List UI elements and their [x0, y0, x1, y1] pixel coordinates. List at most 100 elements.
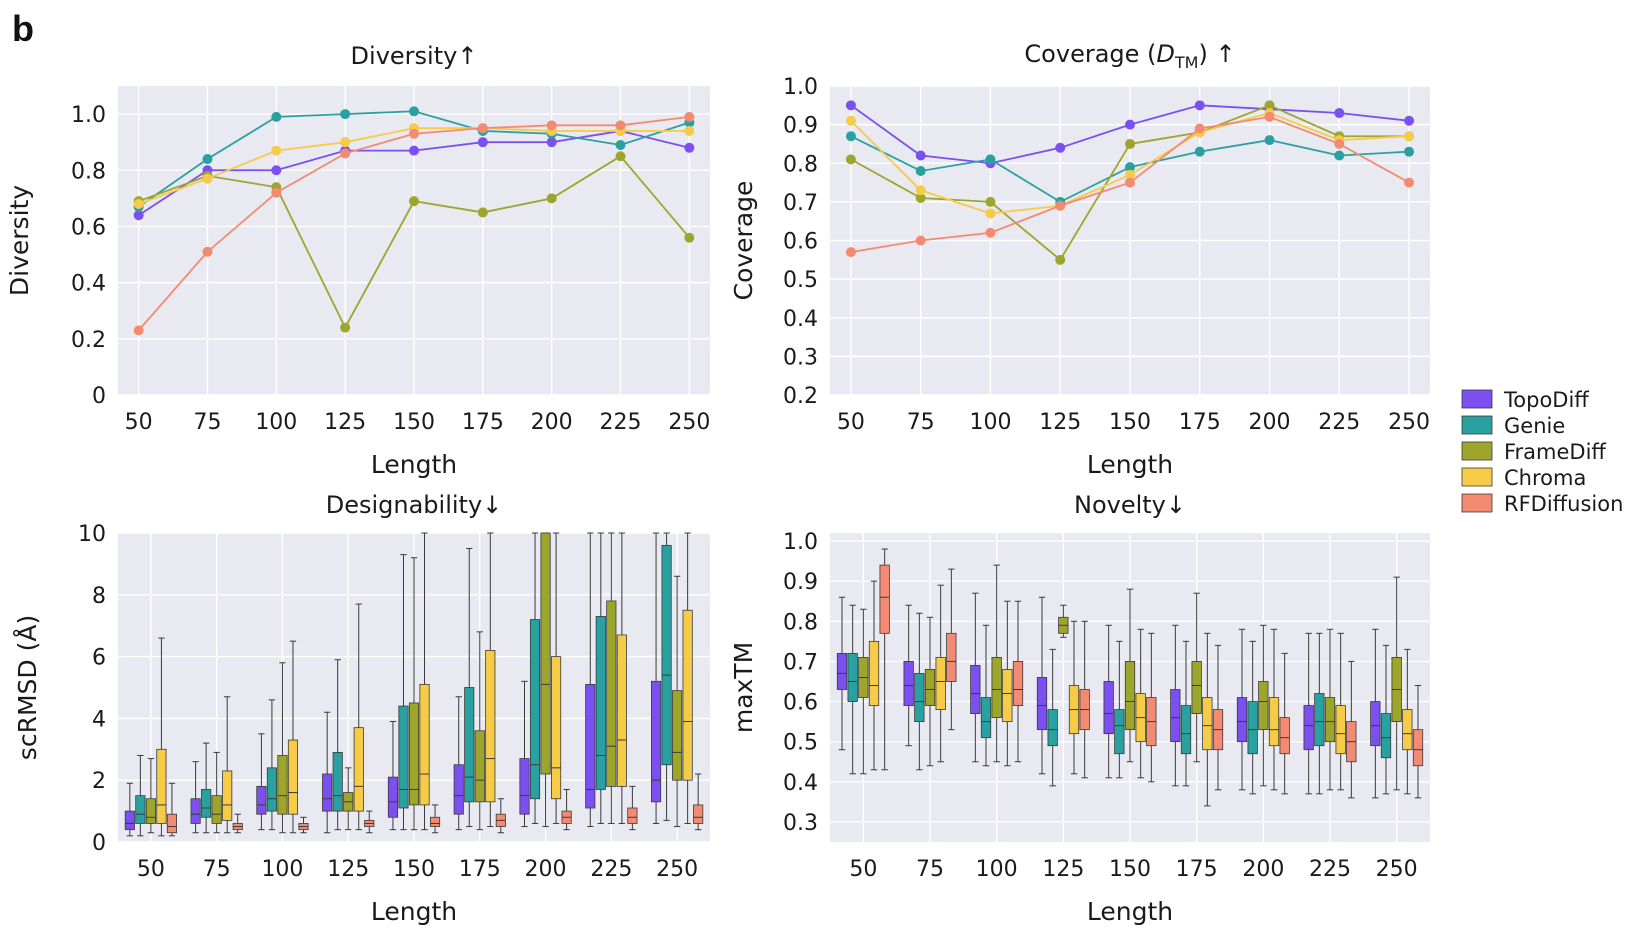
legend-label-topodiff: TopoDiff: [1503, 388, 1589, 412]
legend-swatch-topodiff: [1461, 389, 1493, 409]
diversity-xtick-label: 175: [462, 410, 504, 435]
novelty-xtick-label: 50: [849, 857, 877, 882]
box-body: [485, 650, 496, 803]
novelty-ytick-label: 1.0: [783, 530, 818, 555]
novelty-xtick-label: 225: [1309, 857, 1351, 882]
box-body: [661, 544, 672, 766]
box-body: [353, 727, 364, 812]
coverage-point-rfdiffusion: [1125, 177, 1135, 188]
designability-xtick-label: 100: [261, 857, 303, 882]
box-body: [398, 705, 409, 809]
diversity-point-genie: [202, 154, 213, 165]
panel-letter: b: [12, 8, 34, 49]
diversity-xtick-label: 75: [193, 410, 221, 435]
box-body: [124, 810, 135, 831]
designability-ytick-label: 0: [92, 831, 106, 856]
coverage-ytick-label: 0.5: [783, 268, 818, 293]
designability-box-rfdiffusion: [364, 810, 375, 834]
box-body: [1412, 729, 1424, 767]
coverage-point-topodiff: [845, 100, 856, 111]
novelty-box-framediff: [1258, 624, 1269, 787]
box-body: [266, 767, 277, 812]
novelty-box-framediff: [1191, 592, 1202, 763]
coverage-point-topodiff: [1055, 142, 1066, 153]
novelty-box-topodiff: [1170, 624, 1181, 787]
diversity-xtick-label: 225: [600, 410, 642, 435]
coverage-point-genie: [915, 165, 926, 176]
novelty-box-genie: [1314, 632, 1325, 795]
coverage-point-framediff: [1125, 138, 1135, 149]
diversity-point-rfdiffusion: [133, 325, 144, 336]
legend-label-chroma: Chroma: [1504, 466, 1586, 490]
coverage-title: Coverage (DTM) ↑: [1024, 40, 1235, 72]
novelty-box-framediff: [858, 608, 869, 775]
box-body: [474, 730, 485, 803]
diversity-point-topodiff: [477, 137, 488, 148]
box-body: [682, 609, 693, 781]
coverage-point-genie: [1404, 146, 1415, 157]
designability-box-topodiff: [387, 720, 399, 831]
novelty-xtick-label: 175: [1176, 857, 1218, 882]
box-body: [1370, 701, 1381, 747]
coverage-point-rfdiffusion: [915, 235, 926, 246]
novelty-box-topodiff: [836, 596, 848, 751]
coverage-ytick-label: 0.8: [783, 152, 818, 177]
box-body: [1036, 677, 1048, 731]
novelty-box-framediff: [924, 616, 936, 767]
novelty-box-rfdiffusion: [1212, 644, 1224, 791]
coverage-point-framediff: [1264, 100, 1275, 111]
diversity-xtick-label: 250: [668, 410, 710, 435]
box-body: [1324, 697, 1336, 743]
box-body: [222, 770, 233, 821]
diversity-point-genie: [340, 109, 351, 120]
diversity-point-framediff: [340, 322, 351, 333]
designability-xtick-label: 150: [393, 857, 435, 882]
novelty-ytick-label: 0.3: [783, 811, 818, 836]
box-body: [1124, 661, 1136, 731]
designability-box-genie: [661, 532, 672, 821]
designability-box-topodiff: [585, 532, 596, 828]
diversity-point-framediff: [477, 207, 488, 218]
coverage-point-topodiff: [1334, 108, 1345, 119]
designability-box-topodiff: [190, 761, 201, 834]
box-body: [211, 795, 222, 824]
coverage-point-chroma: [1125, 169, 1135, 180]
coverage-point-topodiff: [1404, 115, 1415, 126]
designability-xtick-label: 200: [525, 857, 567, 882]
box-body: [606, 600, 617, 787]
coverage-xtick-label: 250: [1388, 410, 1430, 435]
diversity-point-topodiff: [546, 137, 557, 148]
designability-box-topodiff: [453, 696, 464, 831]
designability-ylabel: scRMSD (Å): [13, 615, 42, 760]
coverage-point-framediff: [985, 196, 996, 207]
designability-ytick-label: 6: [92, 646, 106, 671]
coverage-xtick-label: 75: [907, 410, 935, 435]
diversity-ytick-label: 0: [92, 384, 106, 409]
coverage-xtick-label: 200: [1249, 410, 1291, 435]
diversity-point-rfdiffusion: [409, 128, 419, 139]
diversity-point-topodiff: [271, 165, 282, 176]
novelty-box-topodiff: [1036, 596, 1048, 775]
diversity-xlabel: Length: [371, 450, 457, 479]
designability-box-framediff: [277, 662, 288, 834]
coverage-point-rfdiffusion: [1404, 177, 1415, 188]
novelty-box-chroma: [935, 584, 946, 763]
designability-box-framediff: [145, 758, 156, 834]
box-body: [991, 657, 1002, 718]
designability-ytick-label: 4: [92, 707, 106, 732]
legend-swatch-rfdiffusion: [1461, 493, 1493, 513]
diversity-ytick-label: 0.6: [71, 215, 106, 240]
novelty-box-chroma: [1135, 628, 1146, 779]
coverage-point-chroma: [985, 208, 996, 219]
diversity-point-chroma: [684, 125, 695, 136]
box-body: [1170, 689, 1181, 743]
designability-box-chroma: [222, 696, 233, 834]
novelty-box-framediff: [1391, 576, 1402, 791]
box-body: [1279, 717, 1290, 755]
coverage-xtick-label: 100: [969, 410, 1011, 435]
box-body: [1402, 709, 1413, 751]
coverage-point-genie: [1334, 150, 1345, 161]
box-body: [1012, 661, 1024, 706]
box-body: [256, 785, 267, 815]
box-body: [970, 665, 981, 714]
